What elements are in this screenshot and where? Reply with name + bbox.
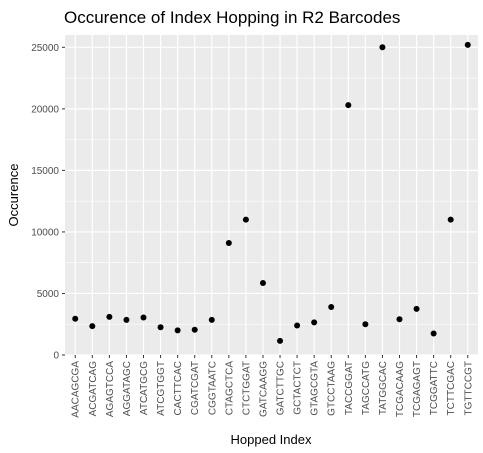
major-gridlines <box>65 35 478 356</box>
x-tick-label: TAGCCATG <box>361 361 372 415</box>
data-point <box>311 319 318 326</box>
minor-gridlines <box>65 77 478 325</box>
x-tick-label: TCGACAAG <box>395 361 406 417</box>
data-point <box>294 322 301 329</box>
x-tick-label: GCTACTCT <box>293 361 304 415</box>
x-tick-label: GATCTTGC <box>276 361 287 415</box>
data-point <box>157 324 164 331</box>
x-tick-label: CGGTAATC <box>207 361 218 415</box>
x-tick-label: CTAGCTCA <box>224 361 235 416</box>
x-tick-label: CTCTGGAT <box>241 361 252 415</box>
data-point <box>225 240 232 246</box>
x-tick-label: GTAGCGTA <box>310 361 321 416</box>
data-point <box>174 327 181 334</box>
x-tick-label: TCGAGAGT <box>412 361 423 417</box>
x-tick-label: GATCAAGG <box>258 361 269 417</box>
data-point <box>277 337 284 344</box>
data-point <box>242 216 249 223</box>
data-point <box>208 316 215 323</box>
x-tick-label: AGAGTCCA <box>105 361 116 417</box>
data-point <box>447 216 454 223</box>
data-point <box>123 316 130 323</box>
data-point <box>259 280 266 286</box>
x-axis-ticks: AACAGCGA ACGATCAG AGAGTCCA AGGATAGC ATCATGCG… <box>71 355 474 418</box>
data-point <box>362 321 369 328</box>
data-point <box>328 304 335 310</box>
x-tick-label: CACTTCAC <box>173 361 184 415</box>
data-point <box>464 41 471 48</box>
data-point <box>72 315 79 322</box>
y-tick-label: 20000 <box>31 104 59 115</box>
x-tick-label: TCGGATTC <box>429 361 440 415</box>
x-tick-label: TATGGCAC <box>378 361 389 415</box>
data-points <box>72 41 471 344</box>
x-tick-label: ACGATCAG <box>88 361 99 417</box>
x-tick-label: AACAGCGA <box>71 361 82 418</box>
data-point <box>413 305 420 312</box>
data-point <box>89 323 96 330</box>
x-tick-label: TGTTCCGT <box>463 361 474 415</box>
y-tick-label: 5000 <box>37 289 60 300</box>
x-tick-label: TACCGGAT <box>344 361 355 415</box>
y-tick-label: 0 <box>53 351 59 362</box>
x-axis-label: Hopped Index <box>231 432 312 447</box>
data-point <box>140 314 147 321</box>
chart-title: Occurence of Index Hopping in R2 Barcode… <box>64 8 400 27</box>
x-tick-label: TCTTCGAC <box>446 361 457 415</box>
x-tick-label: ATCATGCG <box>139 361 150 415</box>
data-point <box>430 330 437 337</box>
data-point <box>379 44 386 51</box>
y-tick-label: 10000 <box>31 227 59 238</box>
data-point <box>106 313 113 320</box>
data-point <box>345 102 352 109</box>
y-tick-label: 25000 <box>31 43 59 54</box>
x-tick-label: AGGATAGC <box>122 361 133 416</box>
plot-panel <box>65 35 478 355</box>
x-tick-label: GTCCTAAG <box>327 361 338 416</box>
x-tick-label: ATCGTGGT <box>156 361 167 416</box>
y-axis-label: Occurence <box>6 164 21 227</box>
x-tick-label: CGATCGAT <box>190 361 201 415</box>
data-point <box>396 316 403 323</box>
data-point <box>191 326 198 333</box>
y-tick-label: 15000 <box>31 166 59 177</box>
y-axis-ticks: 0 5000 10000 15000 20000 25000 <box>31 43 65 362</box>
